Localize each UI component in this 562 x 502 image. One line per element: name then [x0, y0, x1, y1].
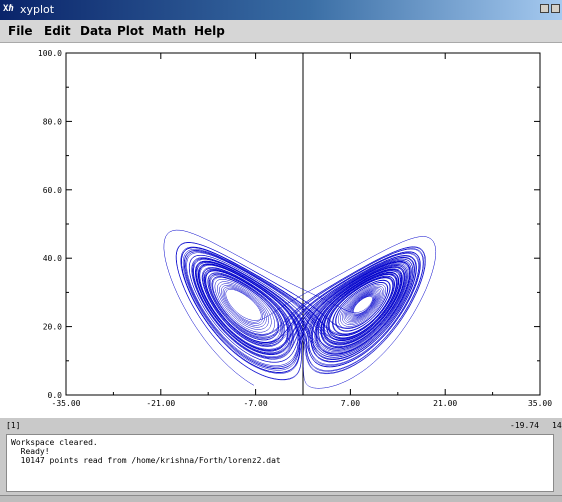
y-tick-label: 0.0 — [48, 391, 63, 400]
log-line: Workspace cleared. — [11, 438, 98, 447]
lorenz-curve — [163, 229, 437, 389]
x-tick-label: -7.00 — [244, 399, 268, 408]
cursor-x-readout: -19.74 — [510, 421, 539, 430]
cursor-y-readout: 14 — [552, 421, 562, 430]
y-tick-label: 40.0 — [43, 254, 62, 263]
minimize-button[interactable] — [540, 4, 549, 13]
plot-area[interactable]: -35.00 -21.00 -7.00 7.00 21.00 35.00 0.0 20.0 40… — [0, 43, 562, 418]
menu-bar: File Edit Data Plot Math Help — [0, 20, 562, 43]
x-tick-label: -35.00 — [52, 399, 81, 408]
x-tick-label: 21.00 — [433, 399, 457, 408]
menu-plot[interactable]: Plot — [117, 24, 144, 38]
close-button[interactable] — [551, 4, 560, 13]
message-log[interactable]: Workspace cleared. Ready! 10147 points r… — [6, 434, 554, 492]
window-title: xyplot — [20, 3, 55, 16]
app-icon: Xℏ — [3, 4, 14, 14]
menu-file[interactable]: File — [8, 24, 33, 38]
menu-math[interactable]: Math — [152, 24, 187, 38]
menu-edit[interactable]: Edit — [44, 24, 71, 38]
horizontal-scrollbar[interactable] — [0, 495, 562, 502]
menu-data[interactable]: Data — [80, 24, 112, 38]
log-line: 10147 points read from /home/krishna/For… — [11, 456, 281, 465]
status-row: [1] -19.74 14 — [0, 420, 562, 432]
lorenz-plot[interactable]: -35.00 -21.00 -7.00 7.00 21.00 35.00 0.0 20.0 40… — [0, 43, 562, 418]
x-tick-label: 7.00 — [341, 399, 360, 408]
y-tick-label: 100.0 — [38, 49, 62, 58]
menu-help[interactable]: Help — [194, 24, 225, 38]
x-tick-label: -21.00 — [146, 399, 175, 408]
y-tick-label: 80.0 — [43, 117, 62, 126]
y-tick-label: 20.0 — [43, 323, 62, 332]
y-tick-label: 60.0 — [43, 186, 62, 195]
x-tick-label: 35.00 — [528, 399, 552, 408]
log-line: Ready! — [11, 447, 50, 456]
title-bar: Xℏ xyplot — [0, 0, 562, 20]
series-index: [1] — [6, 421, 21, 430]
